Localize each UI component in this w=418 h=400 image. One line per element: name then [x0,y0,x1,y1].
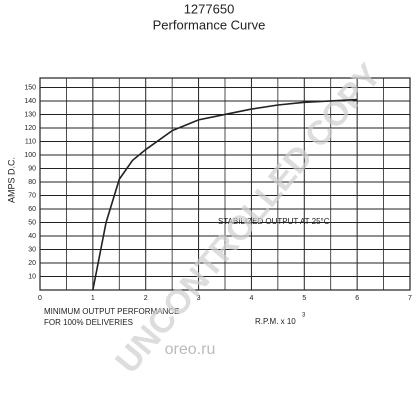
x-tick-label: 4 [249,295,253,302]
x-tick-label: 2 [144,295,148,302]
x-tick-label: 3 [197,295,201,302]
y-tick-label: 50 [28,219,36,226]
watermark: UNCONTROLLED COPY [108,56,389,380]
y-tick-label: 150 [24,84,36,91]
annotation: STABILIZED OUTPUT AT 25°C [218,217,330,226]
y-tick-label: 120 [24,125,36,132]
y-tick-label: 100 [24,152,36,159]
chart-subtitle: Performance Curve [153,17,266,32]
x-tick-label: 6 [355,295,359,302]
y-tick-label: 90 [28,165,36,172]
x-axis-label-superscript: 3 [302,313,306,319]
y-tick-label: 70 [28,192,36,199]
x-tick-label: 1 [91,295,95,302]
x-tick-label: 0 [38,295,42,302]
x-axis-label: R.P.M. x 10 [255,317,296,326]
data-line [92,98,358,291]
y-tick-label: 80 [28,179,36,186]
annotation: MINIMUM OUTPUT PERFORMANCE [44,307,179,316]
x-tick-label: 7 [408,295,412,302]
x-tick-label: 5 [302,295,306,302]
y-tick-label: 110 [25,138,36,145]
y-tick-label: 40 [28,233,36,240]
y-axis-label: AMPS D.C. [6,157,16,203]
y-tick-label: 20 [28,260,36,267]
y-tick-label: 30 [28,246,36,253]
logo: oreo.ru [165,341,216,358]
y-tick-label: 10 [28,273,36,280]
y-tick-label: 60 [28,206,36,213]
annotation: FOR 100% DELIVERIES [44,318,133,327]
plot-frame [39,77,411,291]
y-tick-label: 130 [24,111,36,118]
y-tick-label: 140 [24,98,36,105]
chart-title: 1277650 [184,1,235,16]
